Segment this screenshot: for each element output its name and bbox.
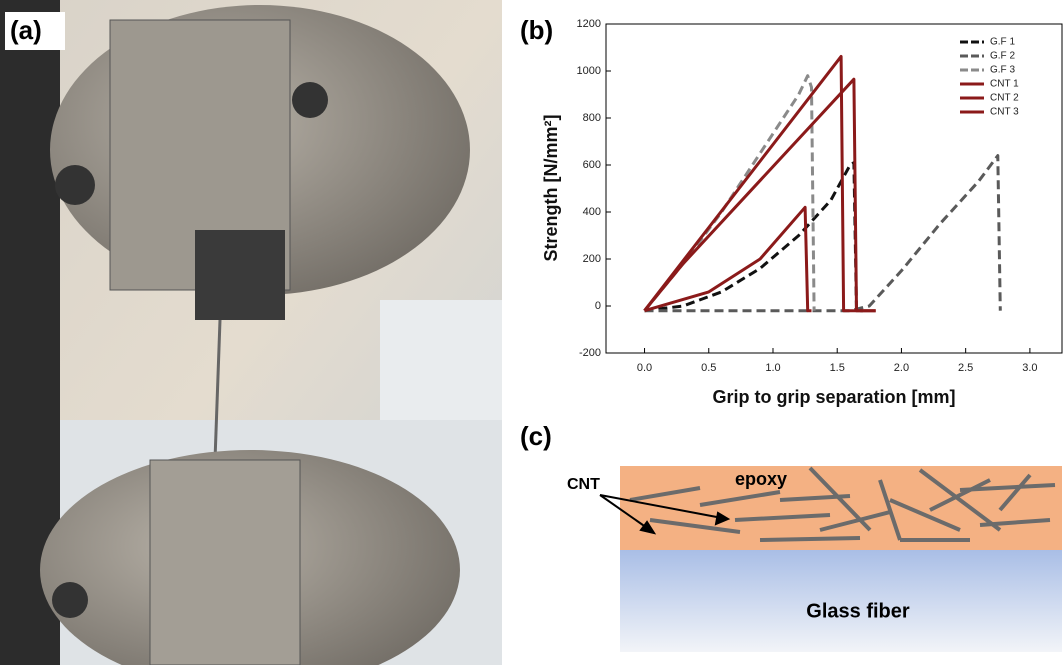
figure: (a) (b) (c) CNT epoxy Glass fiber Grip t… bbox=[0, 0, 1064, 665]
y-tick-label: 0 bbox=[595, 300, 601, 312]
legend-label: G.F 3 bbox=[990, 65, 1015, 76]
y-tick-label: -200 bbox=[579, 347, 601, 359]
panel-label: (c) bbox=[520, 421, 552, 451]
diagram-label: Glass fiber bbox=[806, 600, 910, 622]
data-line bbox=[645, 163, 863, 311]
y-tick-label: 400 bbox=[583, 206, 601, 218]
x-tick-label: 1.0 bbox=[765, 362, 780, 374]
diagram-label: epoxy bbox=[735, 469, 787, 489]
x-tick-label: 2.0 bbox=[894, 362, 909, 374]
legend-label: CNT 1 bbox=[990, 79, 1019, 90]
panel-label: (b) bbox=[520, 15, 553, 45]
y-tick-label: 800 bbox=[583, 112, 601, 124]
x-tick-label: 3.0 bbox=[1022, 362, 1037, 374]
y-tick-label: 200 bbox=[583, 253, 601, 265]
legend-label: G.F 1 bbox=[990, 37, 1015, 48]
panel-label: (a) bbox=[10, 15, 42, 45]
schematic bbox=[600, 466, 1062, 652]
data-line bbox=[645, 207, 812, 310]
y-tick-label: 600 bbox=[583, 159, 601, 171]
x-tick-label: 2.5 bbox=[958, 362, 973, 374]
data-line bbox=[645, 156, 1001, 311]
x-axis-title: Grip to grip separation [mm] bbox=[712, 387, 955, 407]
diagram-label: CNT bbox=[567, 476, 600, 493]
x-tick-label: 0.0 bbox=[637, 362, 652, 374]
legend-label: CNT 2 bbox=[990, 93, 1019, 104]
legend-label: G.F 2 bbox=[990, 51, 1015, 62]
y-tick-label: 1000 bbox=[577, 65, 601, 77]
x-tick-label: 0.5 bbox=[701, 362, 716, 374]
legend-label: CNT 3 bbox=[990, 107, 1019, 118]
y-axis-title: Strength [N/mm²] bbox=[541, 115, 561, 262]
photo bbox=[0, 0, 502, 665]
x-tick-label: 1.5 bbox=[830, 362, 845, 374]
y-tick-label: 1200 bbox=[577, 18, 601, 30]
figure-canvas: (a) (b) (c) CNT epoxy Glass fiber Grip t… bbox=[0, 0, 1064, 665]
